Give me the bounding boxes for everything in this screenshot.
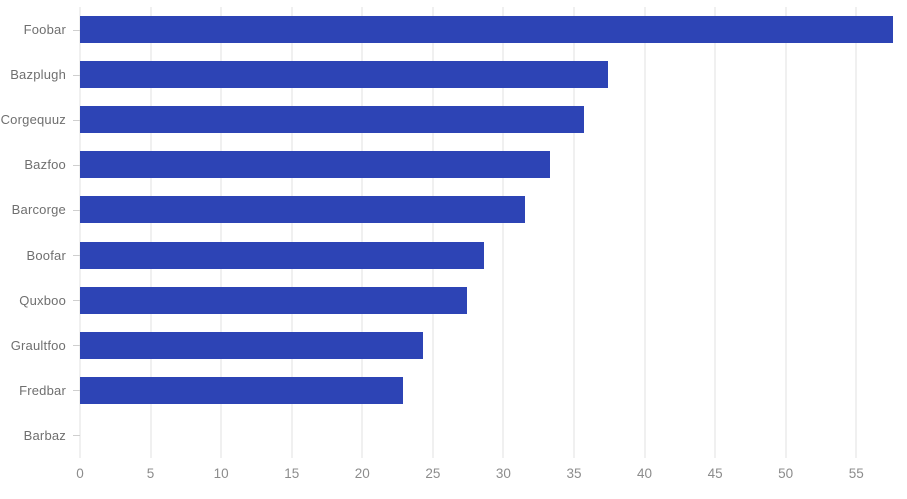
bar-foobar	[80, 16, 893, 44]
x-axis-tick-label-15: 15	[284, 466, 300, 481]
y-axis-label-graultfoo: Graultfoo	[10, 337, 66, 353]
x-axis-tick-label-55: 55	[848, 466, 864, 481]
gridline-x-10	[220, 7, 222, 458]
gridline-x-35	[573, 7, 575, 458]
gridline-x-45	[714, 7, 716, 458]
plot-area	[79, 7, 900, 458]
bar-barcorge	[80, 196, 525, 224]
y-tick-mark	[73, 255, 80, 257]
bar-fredbar	[80, 376, 404, 404]
bar-bazfoo	[80, 151, 550, 179]
y-tick-mark	[73, 164, 80, 166]
y-axis-label-fredbar: Fredbar	[19, 382, 66, 398]
x-axis-tick-label-35: 35	[566, 466, 582, 481]
y-axis-label-quxboo: Quxboo	[19, 292, 66, 308]
y-axis-label-barcorge: Barcorge	[11, 202, 66, 218]
y-tick-mark	[73, 345, 80, 347]
y-tick-mark	[73, 74, 80, 76]
x-axis-tick-label-40: 40	[637, 466, 653, 481]
x-axis-tick-label-45: 45	[707, 466, 723, 481]
y-axis-label-corgequuz: Corgequuz	[0, 112, 66, 128]
gridline-x-25	[432, 7, 434, 458]
x-axis-tick-label-20: 20	[354, 466, 370, 481]
bar-boofar	[80, 241, 484, 269]
y-axis-label-bazfoo: Bazfoo	[24, 157, 66, 173]
gridline-x-50	[785, 7, 787, 458]
x-axis-tick-label-30: 30	[495, 466, 511, 481]
y-tick-mark	[73, 209, 80, 211]
y-axis-label-bazplugh: Bazplugh	[10, 67, 66, 83]
gridline-x-0	[79, 7, 81, 458]
y-tick-mark	[73, 390, 80, 392]
y-tick-mark	[73, 119, 80, 121]
gridline-x-20	[361, 7, 363, 458]
x-axis-tick-label-25: 25	[425, 466, 441, 481]
bar-quxboo	[80, 286, 467, 314]
y-tick-mark	[73, 435, 80, 437]
gridline-x-30	[502, 7, 504, 458]
y-axis-label-foobar: Foobar	[23, 22, 66, 38]
y-tick-mark	[73, 29, 80, 31]
y-axis-label-barbaz: Barbaz	[23, 427, 66, 443]
gridline-x-55	[855, 7, 857, 458]
y-axis-label-boofar: Boofar	[26, 247, 66, 263]
x-axis-tick-label-0: 0	[76, 466, 84, 481]
bar-bazplugh	[80, 61, 608, 89]
x-axis-tick-label-50: 50	[778, 466, 794, 481]
x-axis-tick-label-5: 5	[146, 466, 155, 481]
bar-corgequuz	[80, 106, 584, 134]
gridline-x-40	[644, 7, 646, 458]
gridline-x-15	[291, 7, 293, 458]
bar-graultfoo	[80, 331, 423, 359]
gridline-x-5	[150, 7, 152, 458]
y-tick-mark	[73, 300, 80, 302]
x-axis-tick-label-10: 10	[213, 466, 229, 481]
